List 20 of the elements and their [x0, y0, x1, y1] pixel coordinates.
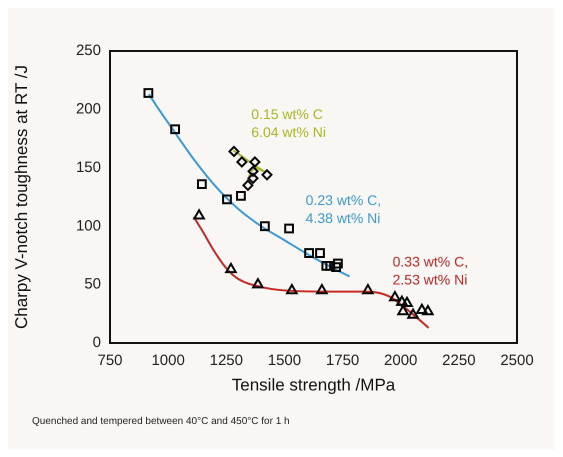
- y-tick-label: 0: [92, 334, 101, 352]
- x-tick-label: 2250: [442, 352, 476, 370]
- y-tick-label: 50: [84, 276, 101, 293]
- y-tick-label: 200: [76, 100, 101, 118]
- x-axis-title: Tensile strength /MPa: [232, 375, 396, 394]
- y-axis-title: Charpy V-notch toughness at RT /J: [12, 65, 31, 329]
- series-label: 0.33 wt% C, 2.53 wt% Ni: [392, 254, 468, 288]
- x-tick-label: 1500: [268, 352, 302, 370]
- series-label: 0.15 wt% C 6.04 wt% Ni: [251, 106, 326, 140]
- series-label: 0.23 wt% C, 4.38 wt% Ni: [306, 192, 382, 226]
- x-tick-label: 750: [97, 352, 123, 370]
- y-tick-label: 250: [76, 42, 101, 60]
- y-tick-label: 150: [76, 158, 101, 176]
- x-tick-label: 1250: [210, 352, 243, 370]
- x-tick-label: 2500: [500, 352, 534, 370]
- y-tick-label: 100: [76, 217, 101, 234]
- x-tick-label: 1750: [326, 352, 360, 370]
- x-tick-label: 2000: [384, 352, 418, 370]
- text: Quenched and tempered between 40°C and 450°C for 1 h: [31, 416, 291, 427]
- x-tick-label: 1000: [151, 352, 185, 370]
